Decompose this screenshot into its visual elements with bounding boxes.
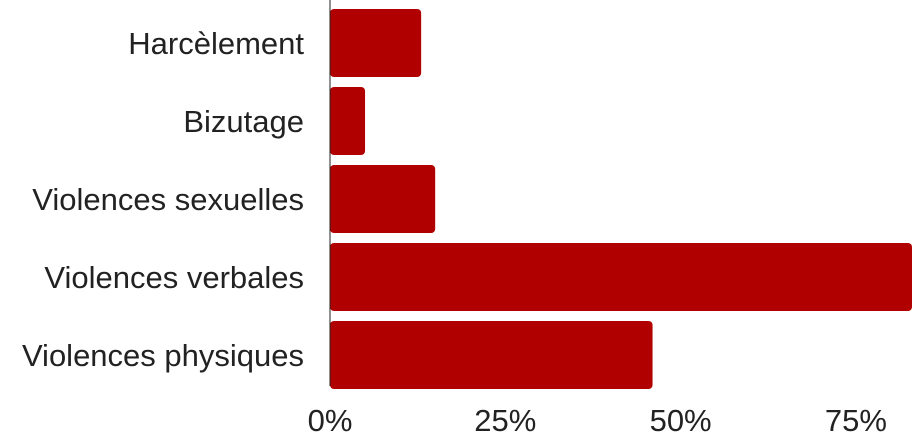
bar-4	[330, 321, 653, 389]
x-tick-label-3: 75%	[825, 403, 887, 437]
x-tick-label-0: 0%	[308, 403, 353, 437]
category-labels: Harcèlement Bizutage Violences sexuelles Vi…	[22, 26, 304, 373]
category-label-3: Violences verbales	[44, 260, 304, 295]
x-tick-labels: 0% 25% 50% 75%	[308, 403, 887, 437]
category-label-0: Harcèlement	[128, 26, 304, 61]
bar-0	[330, 9, 422, 77]
x-tick-label-1: 25%	[474, 403, 536, 437]
category-label-2: Violences sexuelles	[32, 182, 304, 217]
bars-group	[330, 9, 912, 389]
bar-2	[330, 165, 436, 233]
bar-3	[330, 243, 912, 311]
category-label-4: Violences physiques	[22, 338, 304, 373]
x-tick-label-2: 50%	[650, 403, 712, 437]
category-label-1: Bizutage	[183, 104, 304, 139]
bar-1	[330, 87, 366, 155]
